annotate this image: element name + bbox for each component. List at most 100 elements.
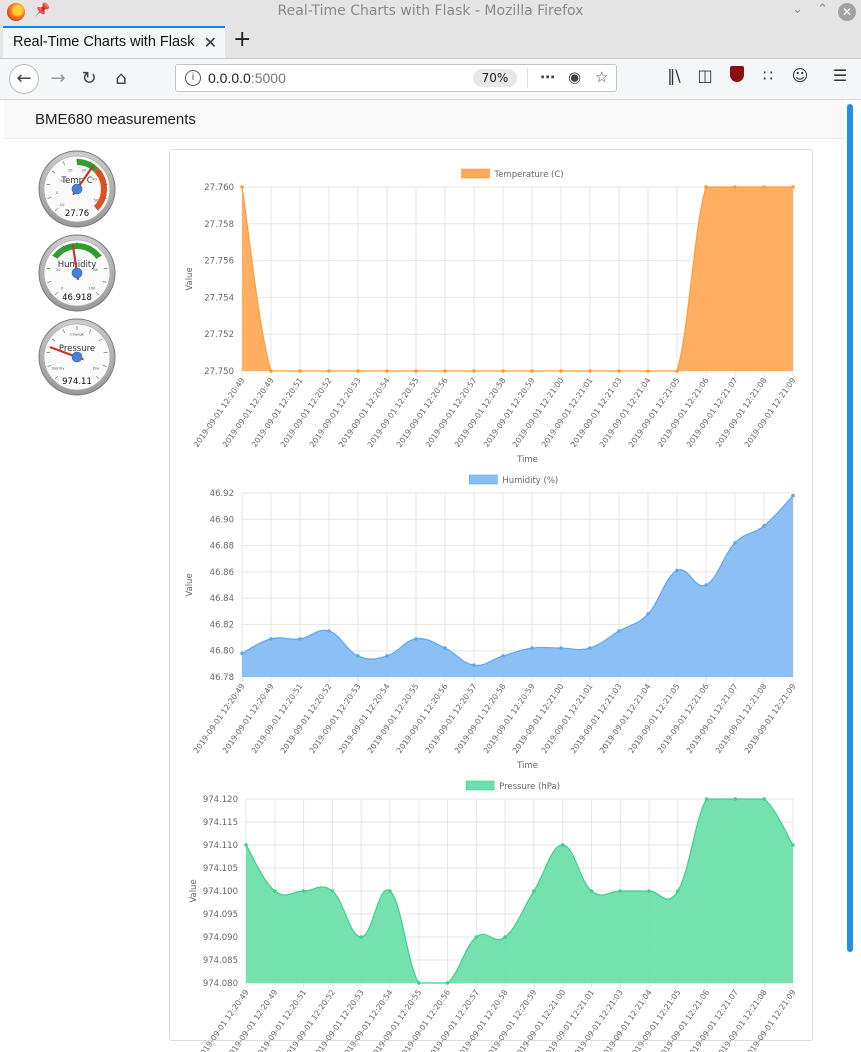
pressure-gauge-value: 974.11 <box>62 377 92 387</box>
humidity-data-point <box>530 646 534 650</box>
home-icon[interactable]: ⌂ <box>115 68 127 89</box>
temperature-data-point <box>704 185 708 189</box>
menu-hamburger-icon[interactable]: ☰ <box>832 66 848 85</box>
humidity-x-tick-label: 2019-09-01 12:21:06 <box>656 682 711 755</box>
pressure-tick <box>62 329 66 334</box>
pressure-y-tick-label: 974.080 <box>203 979 238 989</box>
humidity-tick <box>47 281 52 283</box>
temperature-x-tick-label: 2019-09-01 12:21:05 <box>627 376 682 449</box>
zoom-level-badge[interactable]: 70% <box>473 69 517 87</box>
pressure-data-point <box>733 797 738 801</box>
maximize-icon[interactable]: ⌃ <box>817 2 828 17</box>
temperature-data-point <box>646 369 650 373</box>
humidity-tick <box>103 267 108 270</box>
temperature-data-point <box>443 369 447 373</box>
tab-realtime-charts[interactable]: Real-Time Charts with Flask ✕ <box>3 26 225 58</box>
temperature-x-tick-label: 2019-09-01 12:21:04 <box>598 376 653 449</box>
pressure-tick <box>46 351 51 354</box>
temperature-y-tick-label: 27.760 <box>204 183 234 193</box>
temperature-x-tick-label: 2019-09-01 12:21:09 <box>743 376 798 449</box>
temperature-data-point <box>269 369 273 373</box>
address-bar[interactable]: i 0.0.0.0:5000 70% ⋯ ◉ ☆ <box>175 64 617 92</box>
ublock-shield-icon[interactable] <box>726 66 748 86</box>
humidity-tick-label: 0 <box>61 286 64 290</box>
pressure-y-tick-label: 974.085 <box>203 956 238 966</box>
window-title: Real-Time Charts with Flask - Mozilla Fi… <box>277 3 584 19</box>
temperature-legend-swatch <box>461 168 490 179</box>
window-close-icon[interactable]: ✕ <box>838 3 856 21</box>
humidity-data-point <box>675 568 679 573</box>
humidity-x-tick-label: 2019-09-01 12:20:55 <box>366 682 421 755</box>
pressure-gauge-label: Pressure <box>59 344 95 354</box>
humidity-data-point <box>704 583 708 587</box>
humidity-tick <box>62 245 66 250</box>
back-arrow-icon[interactable]: ← <box>9 64 39 94</box>
humidity-x-tick-label: 2019-09-01 12:21:03 <box>569 682 624 755</box>
pressure-y-tick-label: 974.110 <box>203 841 238 851</box>
pocket-icon[interactable]: ◉ <box>568 68 582 86</box>
temperature-x-tick-label: 2019-09-01 12:20:54 <box>337 376 392 449</box>
humidity-data-point <box>443 646 447 650</box>
temperature-tick-label: 30 <box>82 169 87 173</box>
pressure-tick <box>51 338 56 342</box>
temperature-y-axis-label: Value <box>185 267 195 290</box>
humidity-legend-label: Humidity (%) <box>502 476 558 486</box>
pressure-data-point <box>503 935 507 939</box>
humidity-y-axis-label: Value <box>185 573 195 596</box>
firefox-logo-icon <box>7 3 25 21</box>
pressure-data-point <box>388 889 392 893</box>
humidity-x-axis-label: Time <box>516 761 538 771</box>
temperature-data-point <box>501 369 505 373</box>
humidity-gauge-value: 46.918 <box>62 293 92 303</box>
account-icon[interactable]: ☺ <box>791 66 809 85</box>
temperature-x-axis-label: Time <box>516 455 538 465</box>
humidity-x-tick-label: 2019-09-01 12:20:53 <box>308 682 363 755</box>
humidity-tick-label: 100 <box>88 286 96 290</box>
tab-strip: Real-Time Charts with Flask ✕ <box>0 24 861 59</box>
vertical-scrollbar[interactable] <box>847 104 853 952</box>
humidity-y-tick-label: 46.86 <box>210 568 234 578</box>
humidity-x-tick-label: 2019-09-01 12:21:09 <box>743 682 798 755</box>
pressure-data-point <box>272 889 277 893</box>
humidity-y-tick-label: 46.88 <box>210 542 234 552</box>
pressure-tick <box>95 375 100 380</box>
temperature-x-tick-label: 2019-09-01 12:20:57 <box>424 376 479 449</box>
address-bar-divider <box>527 68 528 88</box>
library-icon[interactable]: ‖\ <box>667 66 681 85</box>
temperature-legend-label: Temperature (C) <box>494 170 564 180</box>
extension-grid-icon[interactable]: ∷ <box>762 66 774 85</box>
pressure-y-tick-label: 974.105 <box>203 864 238 874</box>
url-text[interactable]: 0.0.0.0:5000 <box>208 70 286 86</box>
temperature-x-tick-label: 2019-09-01 12:20:55 <box>366 376 421 449</box>
humidity-y-tick-label: 46.84 <box>210 594 234 604</box>
pressure-data-point <box>244 843 248 847</box>
pressure-data-point <box>704 797 709 801</box>
site-info-icon[interactable]: i <box>185 70 201 86</box>
temperature-gauge: 10 20 0 -10 30 40 50 Temp C 27.76 <box>38 150 116 228</box>
temperature-x-tick-label: 2019-09-01 12:21:00 <box>511 376 566 449</box>
humidity-gauge: 20 0 80 100 Humidity 46.918 <box>38 234 116 312</box>
pin-icon[interactable]: 📌 <box>34 3 51 18</box>
forward-arrow-icon[interactable]: → <box>50 68 66 89</box>
temperature-x-tick-label: 2019-09-01 12:20:49 <box>192 376 247 449</box>
new-tab-icon[interactable]: + <box>233 27 252 52</box>
page-actions-icon[interactable]: ⋯ <box>540 68 555 86</box>
temperature-x-tick-label: 2019-09-01 12:21:03 <box>569 376 624 449</box>
humidity-area-fill <box>242 495 793 677</box>
temperature-tick <box>88 161 92 166</box>
temperature-data-point <box>733 185 737 189</box>
humidity-data-point <box>385 654 389 658</box>
pressure-data-point <box>762 797 767 801</box>
tab-label: Real-Time Charts with Flask <box>13 34 195 50</box>
humidity-y-tick-label: 46.78 <box>210 673 234 683</box>
reload-icon[interactable]: ↻ <box>81 68 97 89</box>
minimize-icon[interactable]: ⌄ <box>792 2 803 17</box>
pressure-series-line <box>245 798 794 984</box>
sidebar-icon[interactable]: ◫ <box>697 66 713 85</box>
temperature-x-tick-label: 2019-09-01 12:21:07 <box>685 376 740 449</box>
tab-close-icon[interactable]: ✕ <box>203 33 217 52</box>
humidity-x-tick-label: 2019-09-01 12:20:51 <box>250 682 305 755</box>
humidity-gauge-label: Humidity <box>58 260 97 270</box>
humidity-data-point <box>646 612 650 616</box>
bookmark-star-icon[interactable]: ☆ <box>595 68 609 86</box>
